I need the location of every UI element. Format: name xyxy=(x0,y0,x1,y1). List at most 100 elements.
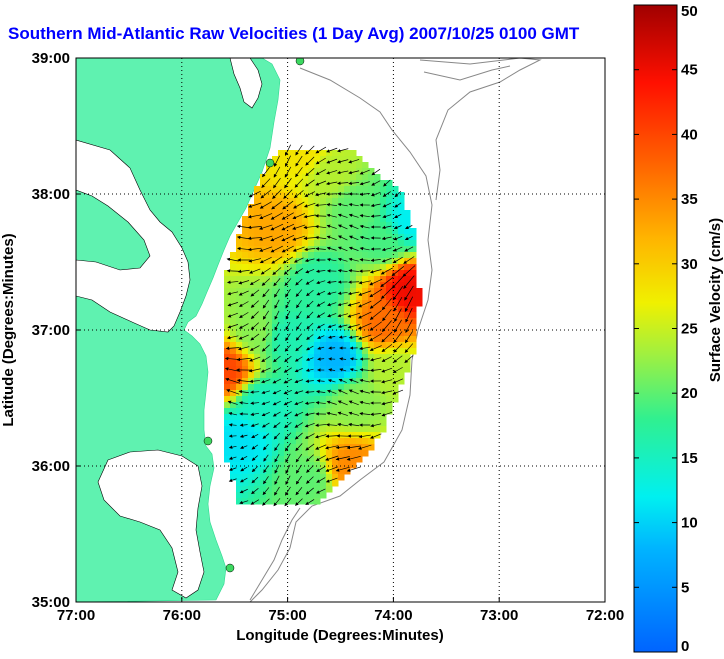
velocity-arrow xyxy=(272,367,282,373)
velocity-arrow xyxy=(262,433,270,439)
speed-cell xyxy=(410,330,417,337)
velocity-arrow xyxy=(317,357,325,361)
speed-cell xyxy=(278,366,285,373)
velocity-arrow xyxy=(382,309,392,322)
speed-cell xyxy=(344,162,351,169)
velocity-arrow xyxy=(295,498,303,506)
speed-cell xyxy=(284,216,291,223)
velocity-arrow xyxy=(359,378,370,383)
velocity-arrow xyxy=(237,269,250,274)
speed-cell xyxy=(314,210,321,217)
speed-cell xyxy=(236,270,243,277)
velocity-arrow xyxy=(315,224,327,229)
speed-cell xyxy=(308,162,315,169)
velocity-arrow xyxy=(317,335,325,339)
speed-cell xyxy=(386,276,393,283)
speed-cell xyxy=(314,156,321,163)
speed-cell xyxy=(350,222,357,229)
speed-cell xyxy=(392,342,399,349)
speed-cell xyxy=(302,186,309,193)
speed-cell xyxy=(242,324,249,331)
speed-cell xyxy=(368,186,375,193)
velocity-arrow xyxy=(305,390,315,394)
speed-cell xyxy=(410,324,417,331)
speed-cell xyxy=(296,456,303,463)
velocity-arrow xyxy=(325,455,339,461)
velocity-arrow xyxy=(305,279,314,285)
speed-cell xyxy=(350,342,357,349)
x-tick-label: 76:00 xyxy=(163,607,201,624)
speed-cell xyxy=(314,264,321,271)
speed-cell xyxy=(272,372,279,379)
speed-cell xyxy=(392,252,399,259)
speed-cell xyxy=(332,330,339,337)
velocity-arrow xyxy=(259,213,273,220)
velocity-arrow xyxy=(284,166,292,178)
velocity-arrow xyxy=(337,291,348,296)
x-tick-label: 77:00 xyxy=(57,607,95,624)
speed-cell xyxy=(392,216,399,223)
speed-cell xyxy=(326,192,333,199)
speed-cell xyxy=(254,312,261,319)
speed-cell xyxy=(320,396,327,403)
velocity-arrow xyxy=(250,333,260,341)
speed-cell xyxy=(368,222,375,229)
speed-cell xyxy=(344,288,351,295)
speed-cell xyxy=(236,444,243,451)
speed-cell xyxy=(338,240,345,247)
velocity-arrow xyxy=(251,444,259,450)
speed-cell xyxy=(260,192,267,199)
speed-cell xyxy=(296,498,303,505)
velocity-arrow xyxy=(294,390,304,395)
speed-cell xyxy=(308,192,315,199)
speed-cell xyxy=(362,318,369,325)
speed-cell xyxy=(356,282,363,289)
speed-cell xyxy=(320,324,327,331)
speed-cell xyxy=(326,360,333,367)
speed-cell xyxy=(326,270,333,277)
speed-cell xyxy=(254,378,261,385)
speed-cell xyxy=(350,408,357,415)
speed-cell xyxy=(230,354,237,361)
speed-cell xyxy=(344,372,351,379)
velocity-arrow xyxy=(239,488,248,494)
speed-cell xyxy=(338,174,345,181)
speed-cell xyxy=(230,438,237,445)
velocity-arrow xyxy=(315,455,326,461)
velocity-arrow xyxy=(303,236,316,241)
speed-cell xyxy=(314,372,321,379)
speed-cell xyxy=(374,270,381,277)
velocity-arrow xyxy=(228,423,237,427)
speed-cell xyxy=(350,174,357,181)
speed-cell xyxy=(320,258,327,265)
velocity-arrow xyxy=(348,269,359,273)
speed-cell xyxy=(320,162,327,169)
speed-cell xyxy=(320,294,327,301)
speed-cell xyxy=(404,228,411,235)
speed-cell xyxy=(290,186,297,193)
speed-cell xyxy=(398,300,405,307)
speed-cell xyxy=(338,336,345,343)
speed-cell xyxy=(254,402,261,409)
speed-cell xyxy=(272,156,279,163)
velocity-arrow xyxy=(337,389,348,395)
speed-cell xyxy=(236,288,243,295)
speed-cell xyxy=(266,252,273,259)
velocity-arrow xyxy=(305,167,315,177)
speed-cell xyxy=(290,168,297,175)
speed-cell xyxy=(404,360,411,367)
speed-cell xyxy=(278,336,285,343)
speed-cell xyxy=(272,390,279,397)
speed-cell xyxy=(242,270,249,277)
speed-cell xyxy=(308,462,315,469)
speed-cell xyxy=(332,324,339,331)
speed-cell xyxy=(374,174,381,181)
velocity-arrow xyxy=(274,310,280,320)
speed-cell xyxy=(368,180,375,187)
velocity-arrow xyxy=(391,266,405,277)
speed-cell xyxy=(272,474,279,481)
speed-cell xyxy=(284,354,291,361)
speed-cell xyxy=(332,240,339,247)
speed-cell xyxy=(302,276,309,283)
speed-cell xyxy=(260,354,267,361)
